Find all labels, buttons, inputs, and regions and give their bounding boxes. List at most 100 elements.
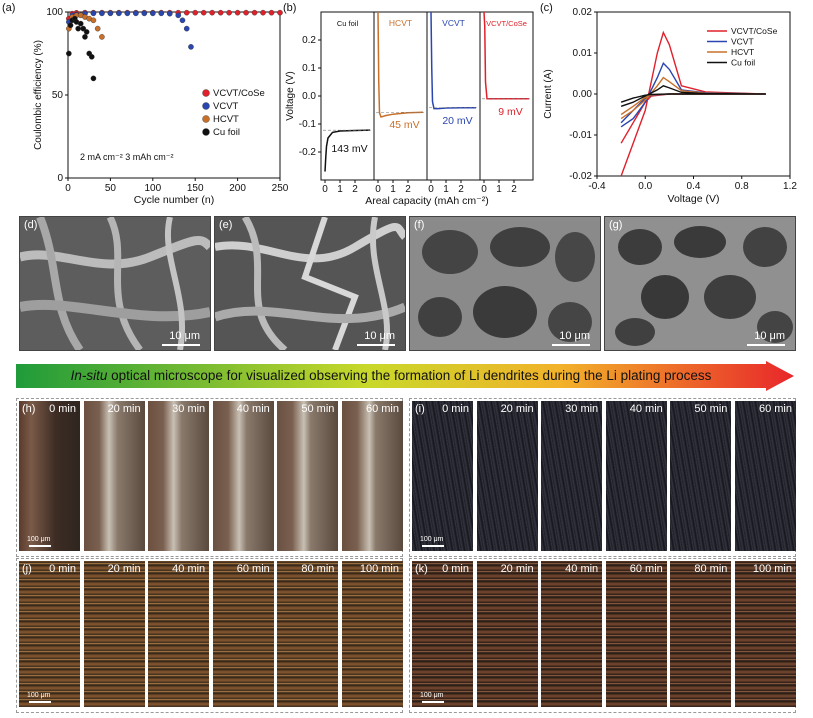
data-point-vcvt — [175, 12, 182, 19]
time-label: 60 min — [758, 403, 792, 415]
x-tick-label-b: 1 — [443, 184, 449, 195]
panel-label: (i) — [415, 403, 425, 415]
y-axis-label-b: Voltage (V) — [285, 71, 296, 120]
micrograph-tile: 100 min — [342, 561, 403, 707]
panel-g-label: (g) — [609, 219, 623, 231]
legend-marker-a — [202, 102, 210, 110]
banner-body: optical microscope for visualized observ… — [107, 368, 712, 383]
data-point-vcvt — [141, 10, 148, 17]
overpotential-label-b: 20 mV — [442, 115, 472, 127]
series-title-b: VCVT — [442, 18, 465, 28]
micrograph-tile: 0 min (j) 100 μm — [19, 561, 80, 707]
chart-b: -0.2 -0.1 0.0 0.1 0.2 Voltage (V) Areal capaci… — [285, 11, 534, 207]
x-tick-label-b: 1 — [337, 184, 343, 195]
x-axis-label-a: Cycle number (n) — [134, 194, 215, 206]
time-label: 40 min — [236, 403, 270, 415]
scale-bar-g — [747, 344, 785, 346]
x-tick-label-c: 0.8 — [735, 181, 749, 192]
data-point-cufoil — [66, 50, 72, 57]
time-label: 40 min — [565, 563, 599, 575]
panel-d-label: (d) — [24, 219, 38, 231]
banner-text: In-situ optical microscope for visualize… — [16, 361, 766, 391]
micrograph-tile: 20 min — [476, 561, 538, 707]
scale-bar-e — [357, 344, 395, 346]
time-label: 0 min — [49, 563, 76, 575]
time-label: 0 min — [442, 563, 469, 575]
data-point-vcvt — [158, 10, 165, 17]
banner-italic: In-situ — [70, 368, 108, 383]
cv-curve-cufoil — [620, 85, 766, 107]
y-tick-label-c: 0.00 — [573, 89, 593, 100]
data-point-vcvtcose — [260, 9, 266, 16]
micrograph-tile: 100 min — [735, 561, 796, 707]
data-point-vcvtcose — [217, 9, 224, 16]
data-point-cufoil — [67, 22, 74, 29]
legend-label-c: HCVT — [731, 47, 754, 57]
data-point-vcvt — [188, 44, 194, 50]
x-tick-label-a: 250 — [272, 183, 289, 194]
y-tick-label-b: -0.1 — [299, 119, 317, 130]
micrograph-tile: 60 min — [605, 561, 667, 707]
x-tick-label-b: 2 — [458, 184, 464, 195]
data-point-hcvt — [94, 25, 101, 32]
data-point-vcvtcose — [226, 9, 232, 16]
x-tick-label-b: 1 — [390, 184, 396, 195]
scale-bar-label: 100 μm — [420, 536, 444, 543]
y-tick-label-a: 50 — [52, 90, 64, 101]
micrograph-tile: 80 min — [670, 561, 732, 707]
scale-bar — [29, 701, 51, 703]
scale-label-e: 10 μm — [364, 330, 395, 342]
scale-bar — [422, 545, 444, 547]
data-point-hcvt — [99, 34, 105, 40]
x-tick-label-b: 0 — [322, 184, 328, 195]
data-point-vcvt — [183, 25, 190, 32]
legend-marker-a — [202, 115, 210, 123]
legend-label-c: Cu foil — [731, 58, 755, 68]
data-point-vcvtcose — [251, 9, 258, 16]
scale-label-f: 10 μm — [559, 330, 590, 342]
y-tick-label-b: 0.0 — [302, 91, 316, 102]
time-label: 50 min — [301, 403, 335, 415]
x-tick-label-b: 1 — [496, 184, 502, 195]
micrograph-tile: 30 min — [148, 401, 210, 551]
time-label: 80 min — [694, 563, 728, 575]
x-tick-label-a: 200 — [229, 183, 246, 194]
data-point-vcvt — [90, 10, 97, 17]
data-point-hcvt — [90, 17, 97, 24]
legend-label-a: VCVT — [213, 101, 239, 112]
micrograph-tile: 60 min — [735, 401, 796, 551]
series-title-b: Cu foil — [337, 19, 359, 28]
data-point-vcvtcose — [183, 9, 190, 16]
data-point-vcvtcose — [200, 9, 207, 16]
time-label: 60 min — [629, 563, 663, 575]
cv-curve-vcvtcose — [620, 30, 766, 177]
y-axis-label-a: Coulombic efficiency (%) — [33, 40, 44, 150]
legend-marker-a — [202, 128, 210, 136]
panel-f-label: (f) — [414, 219, 425, 231]
data-point-vcvt — [124, 10, 131, 17]
micrograph-tile: 50 min — [277, 401, 339, 551]
scale-bar-f — [552, 344, 590, 346]
voltage-curve-hcvt — [377, 11, 424, 118]
x-tick-label-a: 0 — [65, 183, 71, 194]
micrograph-tile: 30 min — [541, 401, 603, 551]
data-point-vcvtcose — [209, 9, 215, 16]
micrograph-tile: 40 min — [212, 401, 274, 551]
legend-marker-a — [202, 89, 210, 97]
scale-bar-label: 100 μm — [420, 692, 444, 699]
scale-bar — [29, 545, 51, 547]
data-point-vcvt — [149, 10, 156, 17]
y-tick-label-a: 0 — [57, 173, 63, 184]
x-axis-label-b: Areal capacity (mAh cm⁻²) — [365, 195, 488, 207]
data-point-vcvt — [107, 10, 114, 17]
x-tick-label-c: 1.2 — [783, 181, 797, 192]
data-point-vcvtcose — [192, 9, 198, 16]
data-point-cufoil — [82, 34, 88, 40]
x-tick-label-b: 2 — [405, 184, 411, 195]
y-tick-label-c: 0.01 — [573, 48, 593, 59]
time-label: 50 min — [694, 403, 728, 415]
x-tick-label-a: 50 — [105, 183, 117, 194]
sem-image-g: (g) 10 μm — [604, 216, 796, 351]
data-point-vcvt — [166, 10, 173, 17]
sem-image-f: (f) 10 μm — [409, 216, 601, 351]
